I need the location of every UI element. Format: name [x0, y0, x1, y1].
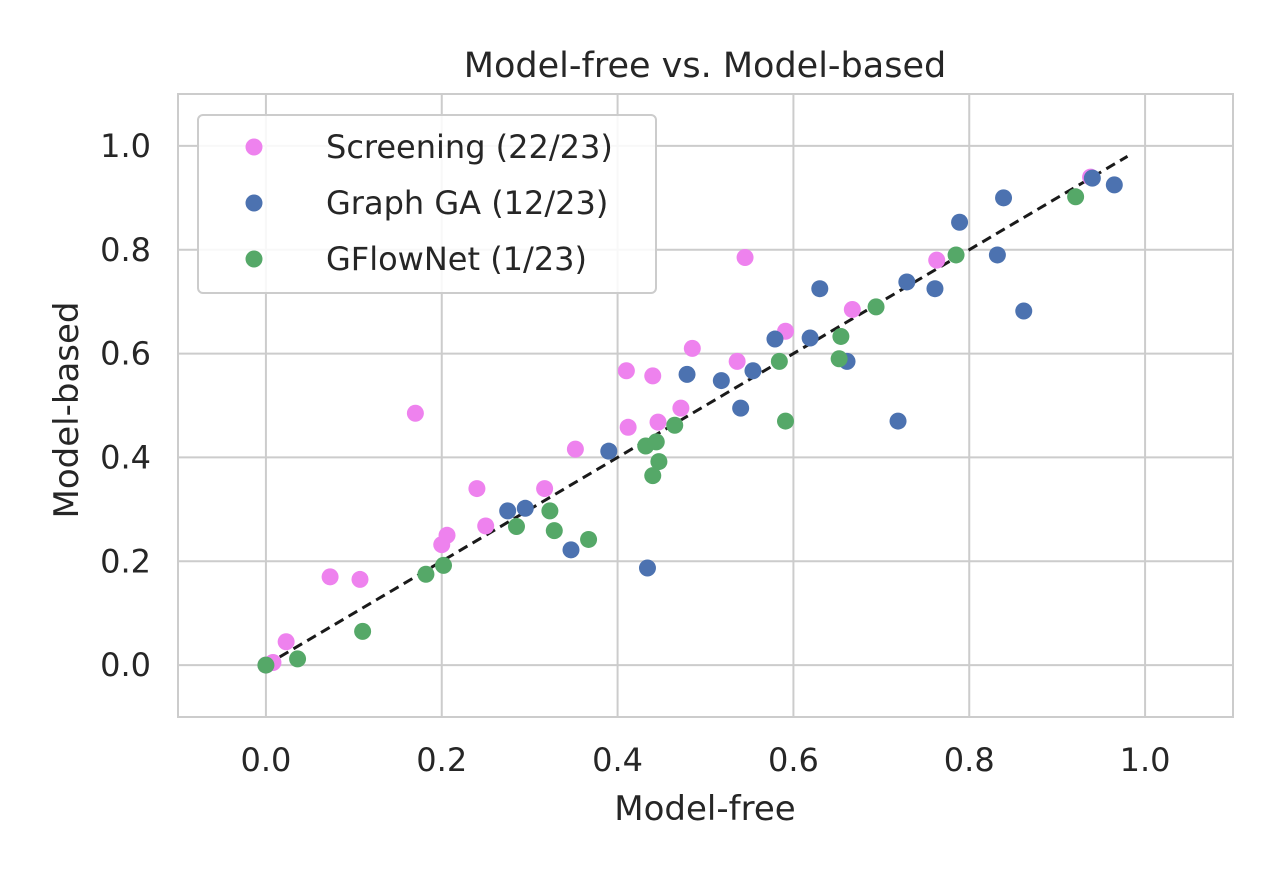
data-point [770, 352, 788, 370]
legend-box [197, 114, 657, 294]
data-point [889, 412, 907, 430]
reference-line-layer [265, 155, 1129, 667]
data-point [1067, 188, 1085, 206]
data-point [507, 517, 525, 535]
data-point [830, 350, 848, 368]
data-point [516, 499, 534, 517]
data-point [672, 399, 690, 417]
data-point [766, 330, 784, 348]
data-point [811, 280, 829, 298]
data-point [926, 280, 944, 298]
legend-marker [245, 250, 263, 268]
x-tick-label: 1.0 [1120, 741, 1171, 779]
x-tick-labels: 0.0 0.2 0.4 0.6 0.8 1.0 [240, 741, 1170, 779]
x-tick-label: 0.8 [944, 741, 995, 779]
data-point [928, 251, 946, 269]
chart-title: Model-free vs. Model-based [464, 46, 946, 86]
data-point [257, 656, 275, 674]
series-2 [499, 169, 1123, 577]
data-point [947, 246, 965, 264]
data-point [580, 530, 598, 548]
data-point [988, 246, 1006, 264]
data-point [536, 480, 554, 498]
y-tick-label: 1.0 [100, 127, 151, 165]
data-point [801, 329, 819, 347]
legend-label: Graph GA (12/23) [326, 184, 608, 222]
data-point [566, 440, 584, 458]
x-tick-label: 0.0 [240, 741, 291, 779]
data-point [438, 526, 456, 544]
data-point [1105, 176, 1123, 194]
x-tick-label: 0.4 [592, 741, 643, 779]
data-point [832, 327, 850, 345]
data-point [644, 467, 662, 485]
x-tick-label: 0.6 [768, 741, 819, 779]
data-point [417, 565, 435, 583]
legend-marker [245, 138, 263, 156]
data-point [541, 502, 559, 520]
data-point [354, 622, 372, 640]
data-point [678, 365, 696, 383]
data-points [257, 168, 1123, 674]
legend: Screening (22/23) Graph GA (12/23) GFlowNe… [197, 114, 657, 294]
series-3 [257, 188, 1085, 674]
plot-frame [177, 93, 1234, 718]
data-point [728, 352, 746, 370]
data-point [712, 372, 730, 390]
data-point [898, 273, 916, 291]
data-point [647, 433, 665, 451]
data-point [619, 418, 637, 436]
y-axis-label: Model-based [47, 302, 87, 519]
data-point [744, 362, 762, 380]
data-point [683, 339, 701, 357]
data-point [545, 522, 563, 540]
data-point [867, 298, 885, 316]
data-point [995, 189, 1013, 207]
data-point [736, 249, 754, 267]
data-point [732, 399, 750, 417]
data-point [477, 517, 495, 535]
data-point [777, 412, 795, 430]
data-point [321, 568, 339, 586]
data-point [435, 556, 453, 574]
data-point [666, 416, 684, 434]
legend-marker [245, 194, 263, 212]
data-point [406, 404, 424, 422]
data-point [649, 413, 667, 431]
data-point [499, 502, 517, 520]
legend-label: GFlowNet (1/23) [326, 240, 587, 278]
data-point [277, 633, 295, 651]
data-point [638, 559, 656, 577]
x-tick-label: 0.2 [416, 741, 467, 779]
data-point [468, 480, 486, 498]
data-point [644, 367, 662, 385]
data-point [617, 362, 635, 380]
data-point [351, 570, 369, 588]
data-point [289, 650, 307, 668]
y-tick-label: 0.8 [100, 231, 151, 269]
y-tick-labels: 0.0 0.2 0.4 0.6 0.8 1.0 [100, 127, 151, 684]
y-tick-label: 0.4 [100, 438, 151, 476]
data-point [650, 453, 668, 471]
data-point [843, 300, 861, 318]
reference-line [265, 155, 1129, 667]
data-point [951, 213, 969, 231]
y-tick-label: 0.2 [100, 542, 151, 580]
data-point [1083, 169, 1101, 187]
data-point [1015, 302, 1033, 320]
x-axis-label: Model-free [614, 789, 795, 829]
legend-label: Screening (22/23) [326, 128, 613, 166]
data-point [562, 541, 580, 559]
y-tick-label: 0.6 [100, 335, 151, 373]
data-point [600, 442, 618, 460]
y-tick-label: 0.0 [100, 646, 151, 684]
